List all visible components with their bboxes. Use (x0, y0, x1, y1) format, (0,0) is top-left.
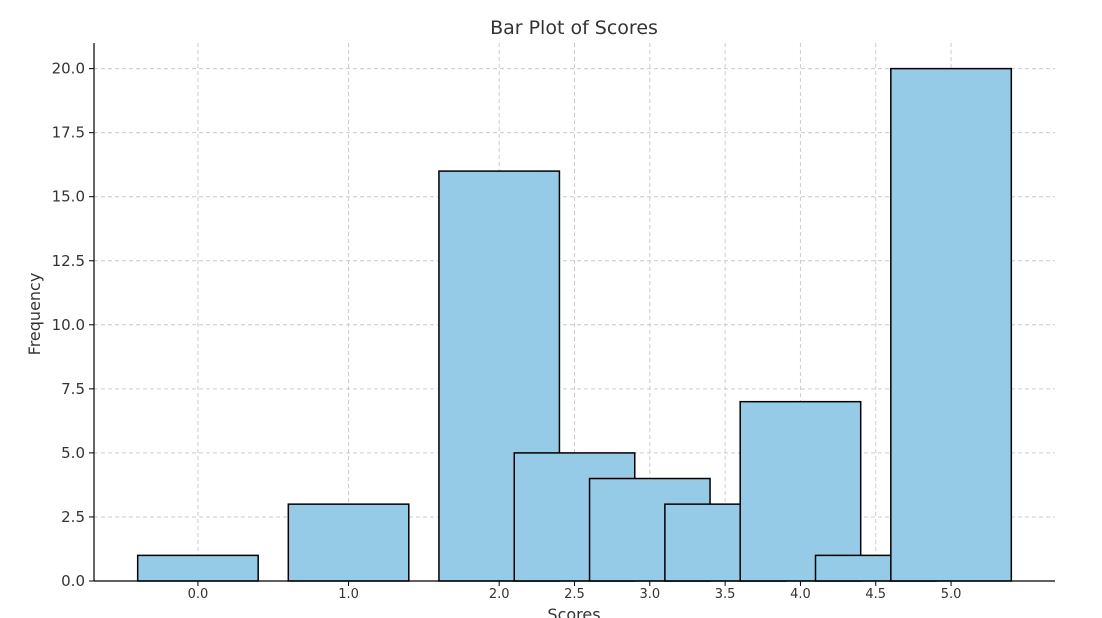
x-tick-label: 3.5 (715, 587, 736, 602)
y-tick-label: 2.5 (61, 508, 85, 526)
y-tick-label: 10.0 (52, 316, 85, 334)
bar-0.0 (136, 554, 259, 582)
x-tick-label: 2.0 (489, 587, 510, 602)
x-tick-label: 2.5 (564, 587, 585, 602)
y-tick-label: 15.0 (52, 188, 85, 206)
x-tick-label: 5.0 (941, 587, 962, 602)
y-tick-label: 12.5 (52, 252, 85, 270)
x-tick-label: 1.0 (338, 587, 359, 602)
y-tick-label: 0.0 (61, 572, 85, 590)
y-tick-label: 17.5 (52, 124, 85, 142)
x-tick-label: 4.5 (865, 587, 886, 602)
y-tick-label: 5.0 (61, 444, 85, 462)
x-tick-label: 0.0 (188, 587, 209, 602)
bar-1.0 (287, 503, 410, 582)
y-tick-label: 20.0 (52, 60, 85, 78)
x-tick-label: 4.0 (790, 587, 811, 602)
bar-5.0 (890, 67, 1013, 582)
x-axis-label: Scores (547, 605, 600, 618)
bars (136, 67, 1013, 582)
bar-4.0 (739, 400, 862, 582)
y-tick-label: 7.5 (61, 380, 85, 398)
x-tick-label: 3.0 (639, 587, 660, 602)
y-axis-label: Frequency (25, 273, 44, 356)
chart-title: Bar Plot of Scores (490, 17, 658, 39)
ticks: 0.0 2.5 5.0 7.5 10.0 12.5 15.0 17.5 20.0 0.0 1.0 2.… (52, 60, 962, 602)
